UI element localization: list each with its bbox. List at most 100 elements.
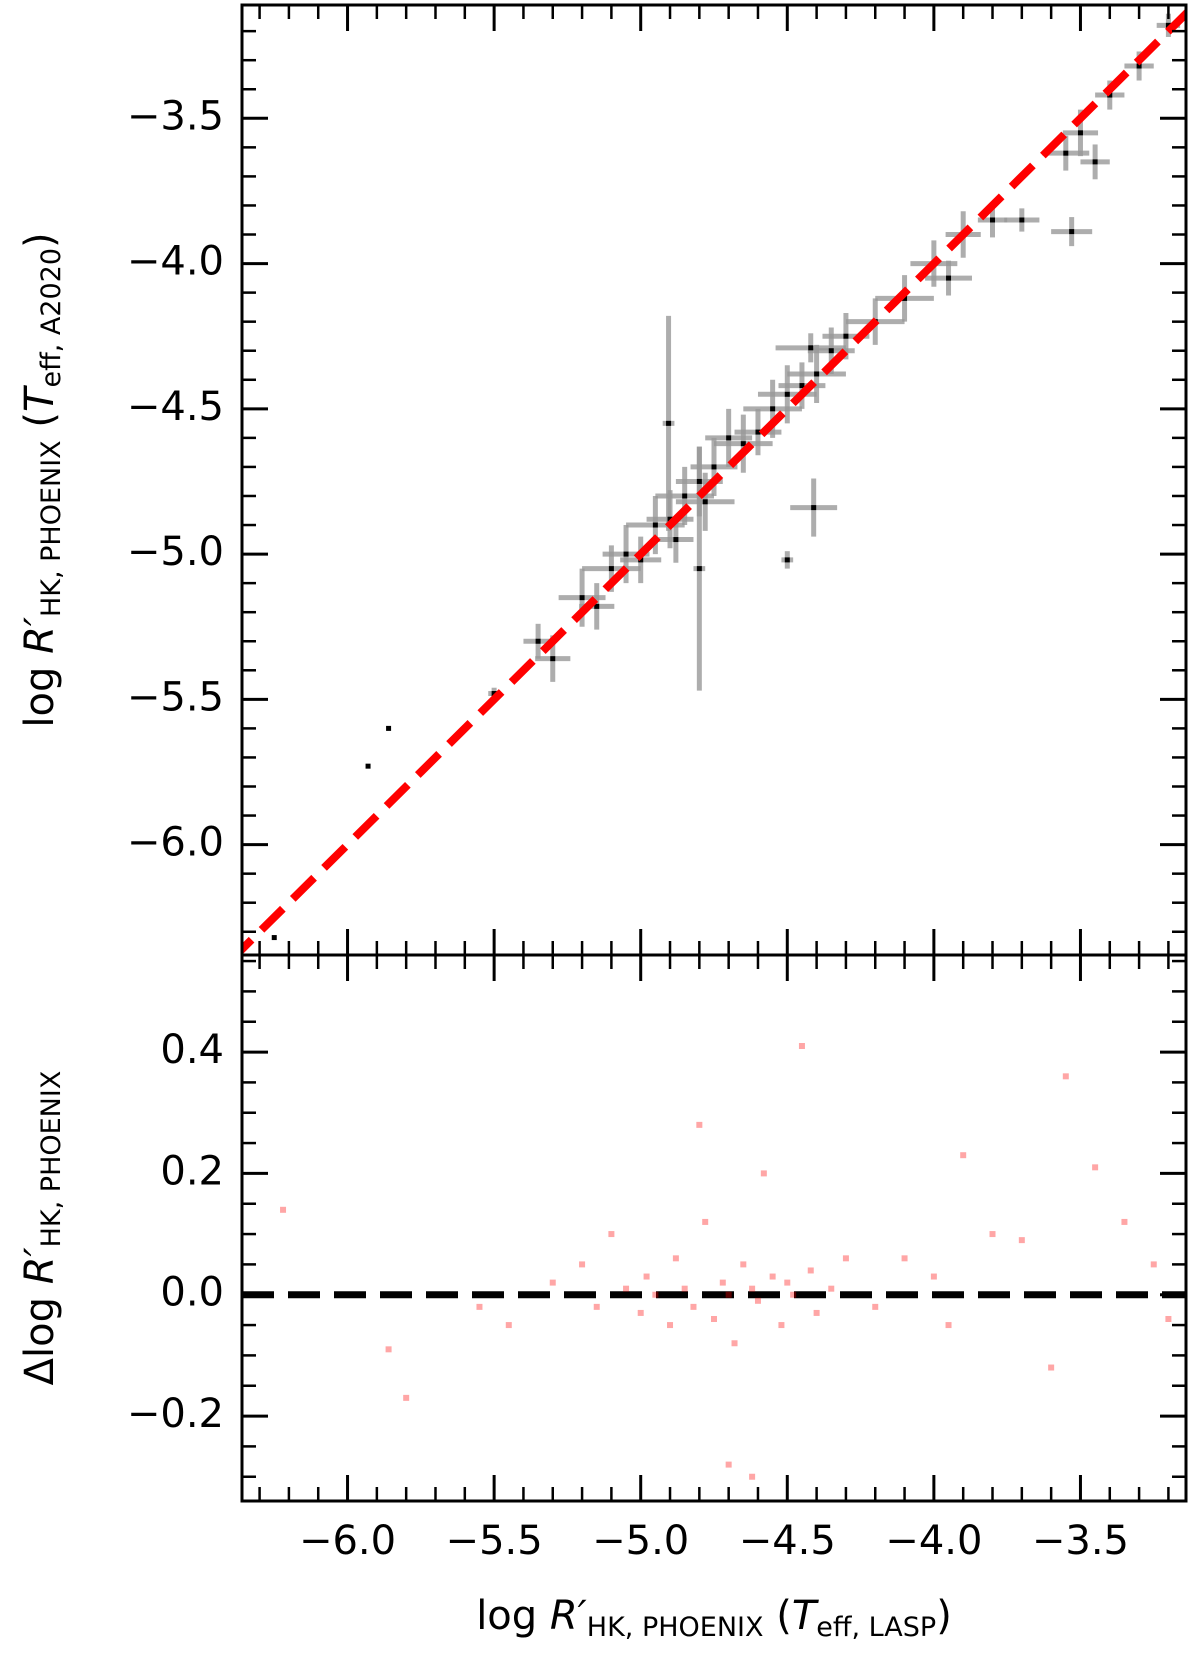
data-point: [784, 557, 790, 563]
data-point: [778, 1322, 785, 1329]
data-point: [623, 1285, 630, 1292]
y-tick-label: 0.0: [160, 1270, 224, 1316]
data-point: [696, 566, 702, 572]
data-point: [1092, 1164, 1099, 1171]
data-point: [945, 1322, 952, 1329]
data-point: [1165, 1316, 1172, 1322]
data-point: [755, 429, 761, 435]
y-axis-label: log R′HK, PHOENIX (Teff, A2020): [17, 232, 67, 727]
data-point: [989, 1231, 996, 1238]
data-point: [901, 1255, 908, 1262]
data-point: [814, 371, 820, 377]
top-panel-plot: [242, 8, 1186, 955]
data-point: [760, 1170, 767, 1177]
x-tick-label: −3.5: [1032, 1518, 1129, 1564]
label-part: ): [936, 1593, 952, 1639]
data-point: [798, 1043, 805, 1049]
data-point: [807, 1267, 814, 1274]
data-point: [593, 1303, 600, 1310]
data-point: [930, 1273, 937, 1280]
data-point: [808, 345, 814, 351]
y-tick-label: −4.5: [127, 384, 224, 430]
label-part: log: [17, 654, 63, 728]
y-tick-label: −4.0: [127, 239, 224, 285]
label-part: R′: [550, 1593, 587, 1639]
data-point: [594, 603, 600, 609]
data-point: [726, 435, 732, 441]
axes: −6.0 −5.5 −5.0 −4.5 −4.0 −3.5 −6.0 −5.5 −5.0 −4.5…: [127, 3, 1188, 1564]
data-point: [842, 1255, 849, 1262]
bottom-panel-plot: [242, 1043, 1186, 1480]
data-point: [1077, 130, 1083, 136]
y-axis-label: Δlog R′HK, PHOENIX: [17, 1071, 67, 1386]
x-tick-label: −4.0: [885, 1518, 982, 1564]
data-point: [990, 217, 996, 223]
data-point: [769, 1273, 776, 1280]
data-point: [843, 333, 849, 339]
data-point: [280, 1206, 287, 1213]
data-point: [799, 383, 805, 389]
data-point: [1107, 92, 1113, 98]
data-point: [1136, 63, 1142, 69]
label-part: Δlog: [17, 1284, 63, 1385]
data-point: [711, 1316, 717, 1322]
data-point: [702, 499, 708, 505]
data-point: [690, 1303, 697, 1310]
label-part: (: [764, 1593, 792, 1639]
x-tick-label: −5.0: [592, 1518, 689, 1564]
data-point: [740, 1261, 747, 1268]
data-point: [872, 1303, 879, 1310]
x-axis-label: log R′HK, PHOENIX (Teff, LASP): [476, 1593, 952, 1643]
data-point: [476, 1303, 483, 1310]
data-point: [790, 1291, 797, 1298]
data-point: [902, 295, 908, 301]
data-point: [608, 566, 614, 572]
label-part: T: [792, 1593, 820, 1639]
data-point: [673, 537, 679, 543]
data-point: [386, 725, 392, 731]
label-part: (: [17, 412, 63, 440]
data-point: [491, 691, 497, 697]
data-point: [1018, 1237, 1025, 1244]
data-point: [696, 478, 702, 484]
label-part: eff, LASP: [816, 1612, 936, 1643]
data-point: [725, 1461, 732, 1468]
label-part: HK, PHOENIX: [587, 1612, 764, 1643]
data-point: [550, 656, 556, 662]
data-point: [652, 1291, 659, 1298]
data-point: [1092, 159, 1098, 165]
data-point: [667, 1322, 674, 1329]
data-point: [702, 1218, 709, 1225]
data-point: [711, 464, 717, 470]
data-point: [608, 1231, 615, 1238]
label-part: eff, A2020: [36, 248, 67, 388]
data-point: [681, 1285, 688, 1292]
label-part: R′: [17, 1247, 63, 1284]
data-point: [579, 1261, 586, 1268]
data-point: [770, 406, 776, 412]
data-point: [740, 441, 746, 447]
x-tick-label: −6.0: [299, 1518, 396, 1564]
data-point: [667, 516, 673, 522]
y-tick-label: 0.4: [160, 1027, 224, 1073]
data-point: [666, 420, 672, 426]
y-tick-label: −5.5: [127, 674, 224, 720]
data-point: [271, 935, 277, 941]
y-tick-label: 0.2: [160, 1148, 224, 1194]
data-point: [725, 1291, 732, 1298]
y-tick-label: −5.0: [127, 529, 224, 575]
data-point: [749, 1473, 756, 1480]
data-point: [623, 551, 629, 557]
data-point: [1062, 1073, 1069, 1080]
data-point: [784, 1279, 791, 1286]
data-point: [1165, 22, 1171, 28]
reference-line: [242, 8, 1186, 955]
label-part: ): [17, 232, 63, 248]
data-point: [696, 1121, 703, 1128]
data-point: [505, 1322, 512, 1329]
data-point: [385, 1346, 392, 1353]
data-point: [813, 1309, 820, 1316]
data-point: [1048, 1364, 1055, 1371]
data-point: [1150, 1261, 1157, 1268]
